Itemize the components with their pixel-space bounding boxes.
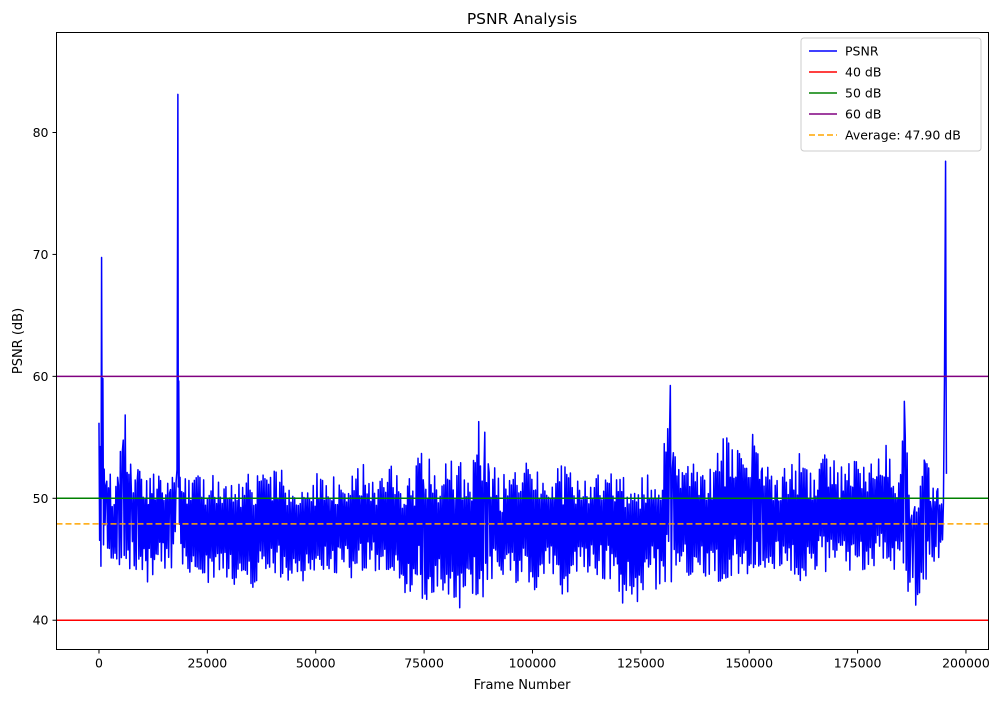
y-tick-label: 40 [33, 613, 49, 628]
legend-label-60-db: 60 dB [845, 107, 881, 122]
x-tick-label: 150000 [725, 656, 773, 671]
legend-label-40-db: 40 dB [845, 65, 881, 80]
psnr-series-line [98, 93, 948, 609]
y-tick-label: 70 [33, 247, 49, 262]
x-tick-label: 125000 [617, 656, 665, 671]
legend-label-50-db: 50 dB [845, 86, 881, 101]
y-axis-label: PSNR (dB) [11, 308, 26, 374]
legend-box [800, 37, 982, 152]
y-tick-label: 80 [33, 125, 49, 140]
legend: PSNR 40 dB 50 dB 60 dB Average: 47.90 dB [800, 37, 982, 152]
y-tick-label: 50 [33, 491, 49, 506]
x-tick-label: 25000 [187, 656, 227, 671]
plot-area [56, 93, 989, 621]
x-axis: 0 25000 50000 75000 100000 125000 150000 175000… [95, 649, 990, 671]
x-tick-label: 75000 [404, 656, 444, 671]
x-axis-label: Frame Number [474, 678, 572, 693]
y-axis: 40 50 60 70 80 [33, 125, 57, 628]
x-tick-label: 175000 [834, 656, 882, 671]
legend-label-average-47-90-db: Average: 47.90 dB [845, 128, 961, 143]
chart-title: PSNR Analysis [467, 10, 577, 28]
x-tick-label: 50000 [296, 656, 336, 671]
legend-label-psnr: PSNR [845, 44, 879, 59]
x-tick-label: 100000 [509, 656, 557, 671]
x-tick-label: 0 [95, 656, 103, 671]
y-tick-label: 60 [33, 369, 49, 384]
x-tick-label: 200000 [942, 656, 990, 671]
plot-frame [56, 32, 989, 650]
